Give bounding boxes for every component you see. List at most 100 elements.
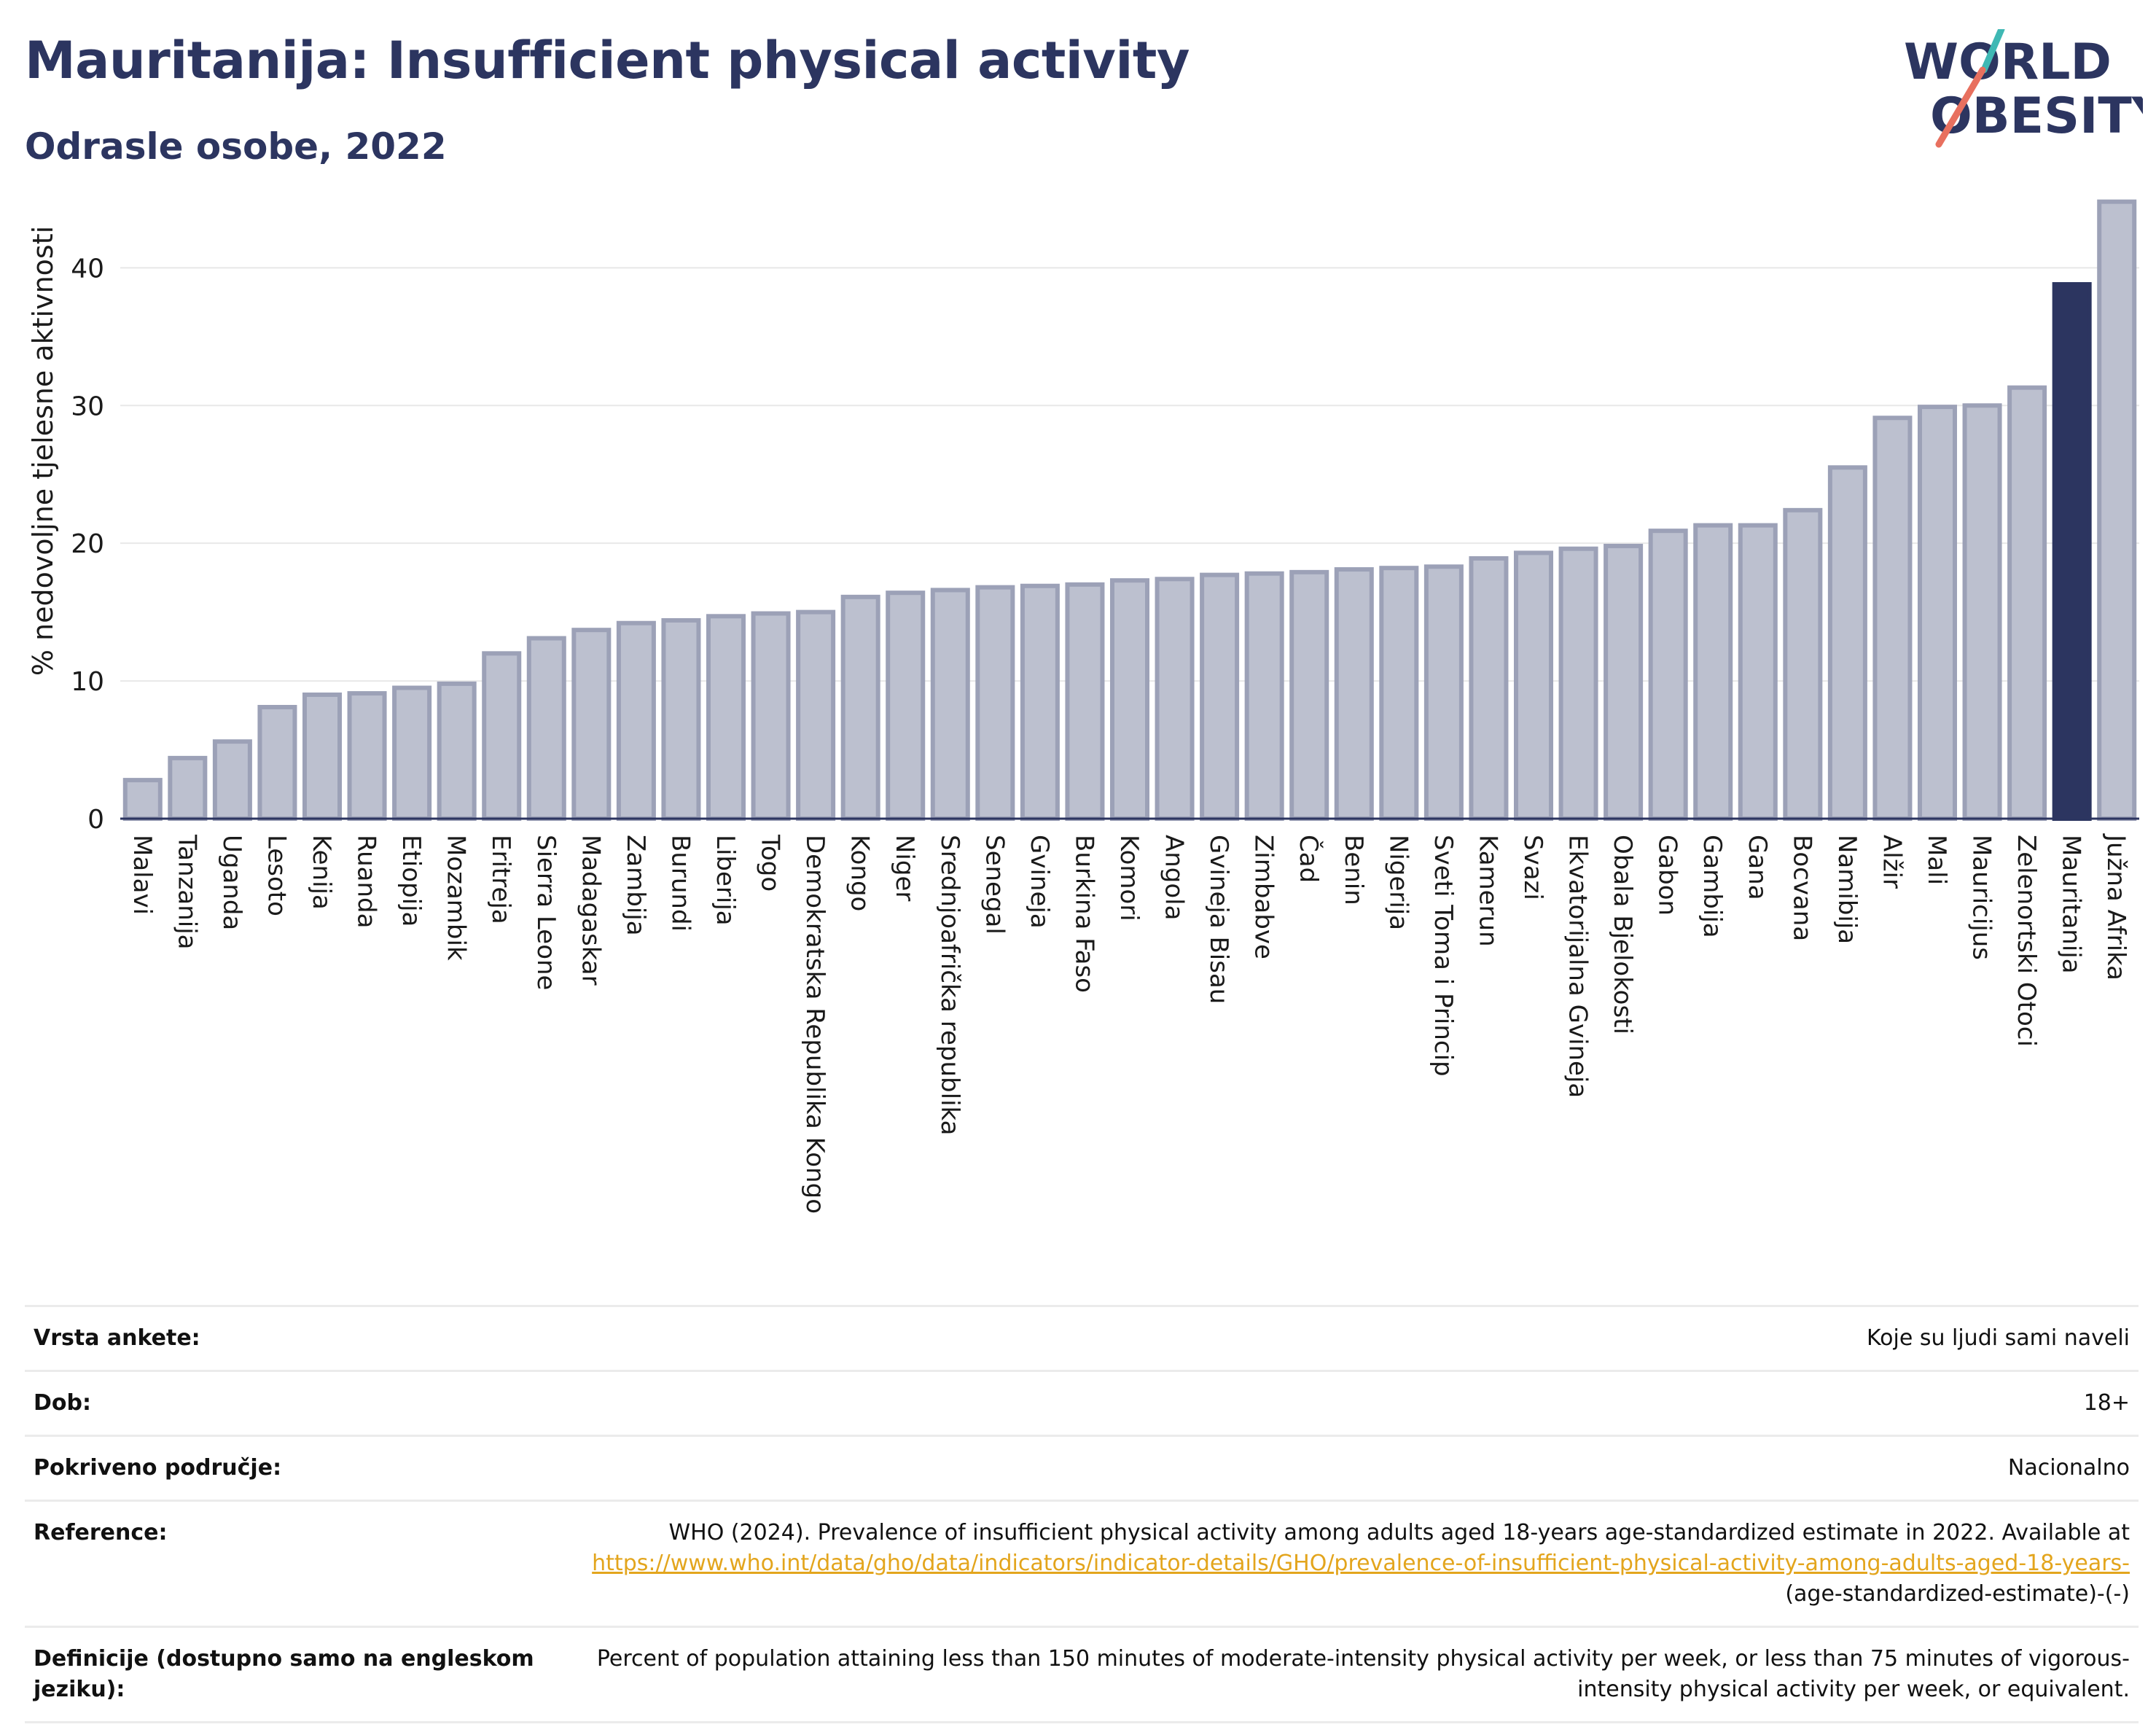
x-tick-label: Ruanda xyxy=(352,835,381,928)
x-tick-label: Kenija xyxy=(307,835,336,910)
row-survey-type: Vrsta ankete: Koje su ljudi sami naveli xyxy=(25,1305,2139,1371)
bar-zambija xyxy=(616,620,656,821)
x-tick-label: Lesoto xyxy=(262,835,291,916)
bar-togo xyxy=(751,611,791,822)
definition-label: Definicije (dostupno samo na engleskom j… xyxy=(25,1626,550,1723)
survey-type-label: Vrsta ankete: xyxy=(25,1305,550,1371)
y-tick-label: 40 xyxy=(71,254,104,284)
x-tick-label: Burkina Faso xyxy=(1069,835,1098,993)
bar-malavi xyxy=(122,778,163,822)
x-tick-label: Namibija xyxy=(1832,835,1862,944)
x-tick-label: Obala Bjelokosti xyxy=(1608,835,1637,1034)
reference-label: Reference: xyxy=(25,1500,550,1627)
bar-uganda xyxy=(212,739,252,821)
bar-južna-afrika xyxy=(2097,199,2137,821)
bar-eritreja xyxy=(482,651,522,821)
bar-angola xyxy=(1155,577,1195,822)
row-age: Dob: 18+ xyxy=(25,1370,2139,1436)
x-tick-label: Niger xyxy=(890,835,919,901)
x-tick-label: Mauritanija xyxy=(2057,835,2086,974)
bar-zimbabve xyxy=(1244,571,1284,822)
bar-ekvatorijalna-gvineja xyxy=(1558,546,1598,821)
x-tick-label: Svazi xyxy=(1518,835,1547,900)
age-value: 18+ xyxy=(550,1370,2139,1436)
y-tick-labels: 0 10 20 30 40 xyxy=(71,254,104,835)
x-tick-label: Mauricijus xyxy=(1967,835,1996,960)
row-coverage: Pokriveno područje: Nacionalno xyxy=(25,1435,2139,1501)
coverage-label: Pokriveno područje: xyxy=(25,1435,550,1501)
page-subtitle: Odrasle osobe, 2022 xyxy=(25,125,447,168)
bar-burundi xyxy=(661,617,701,821)
logo-slash-teal xyxy=(1980,29,2005,74)
logo-line-1: WORLD xyxy=(1904,34,2112,91)
bar-tanzanija xyxy=(168,755,208,822)
x-tick-label: Etiopija xyxy=(397,835,426,927)
bar-benin xyxy=(1334,567,1374,821)
y-axis-label: % nedovoljne tjelesne aktivnosti xyxy=(27,226,59,676)
x-tick-label: Komori xyxy=(1114,835,1144,921)
reference-suffix: (age-standardized-estimate)-(-) xyxy=(1785,1581,2130,1607)
bars xyxy=(122,199,2137,822)
y-tick-label: 30 xyxy=(71,391,104,421)
bar-chart: 0 10 20 30 40 Malavi Tanzanija Uganda Lesoto Ken… xyxy=(27,199,2139,1214)
bar-nigerija xyxy=(1379,566,1419,822)
bar-mauricijus xyxy=(1962,403,2002,821)
reference-link[interactable]: https://www.who.int/data/gho/data/indica… xyxy=(592,1551,2130,1576)
x-tick-label: Madagaskar xyxy=(576,835,605,986)
y-tick-label: 10 xyxy=(71,667,104,697)
x-tick-label: Zimbabve xyxy=(1249,835,1278,959)
x-tick-label: Eritreja xyxy=(486,835,515,924)
bar-svazi xyxy=(1513,550,1554,821)
bar-mali xyxy=(1917,405,1958,821)
x-tick-label: Ekvatorijalna Gvineja xyxy=(1563,835,1593,1098)
x-tick-label: Gana xyxy=(1743,835,1772,900)
bar-sveti-toma-i-princip xyxy=(1423,564,1464,821)
bar-mauritanija xyxy=(2052,282,2092,821)
definition-value: Percent of population attaining less tha… xyxy=(550,1626,2139,1723)
x-tick-label: Zelenortski Otoci xyxy=(2012,835,2041,1047)
bar-madagaskar xyxy=(571,628,612,822)
logo-slash-coral xyxy=(1935,66,1986,148)
y-tick-label: 20 xyxy=(71,529,104,559)
bar-komori xyxy=(1109,578,1150,821)
x-tick-label: Tanzanija xyxy=(172,834,201,949)
bar-kenija xyxy=(302,692,343,822)
x-tick-label: Bocvana xyxy=(1787,835,1816,941)
x-tick-label: Burundi xyxy=(665,835,695,932)
bar-kongo xyxy=(840,594,880,821)
x-tick-label: Uganda xyxy=(217,835,246,930)
world-obesity-logo: WORLD OBESITY xyxy=(1904,29,2143,148)
x-tick-label: Gabon xyxy=(1653,835,1682,916)
bar-srednjoafrička-republika xyxy=(930,588,970,821)
bar-niger xyxy=(886,590,926,821)
x-tick-label: Sierra Leone xyxy=(531,835,561,990)
reference-text: WHO (2024). Prevalence of insufficient p… xyxy=(668,1520,2130,1545)
bar-kamerun xyxy=(1469,555,1509,821)
x-tick-label: Zambija xyxy=(621,835,650,936)
x-tick-label: Alžir xyxy=(1877,835,1906,889)
bar-ruanda xyxy=(347,691,387,821)
x-tick-label: Malavi xyxy=(128,835,157,915)
bar-gabon xyxy=(1648,529,1688,821)
x-tick-label: Čad xyxy=(1294,835,1324,883)
reference-value: WHO (2024). Prevalence of insufficient p… xyxy=(550,1500,2139,1627)
x-tick-label: Angola xyxy=(1160,835,1189,920)
info-table: Vrsta ankete: Koje su ljudi sami naveli … xyxy=(25,1305,2139,1723)
age-label: Dob: xyxy=(25,1370,550,1436)
bar-alžir xyxy=(1872,416,1913,821)
bar-demokratska-republika-kongo xyxy=(796,609,836,821)
x-tick-label: Liberija xyxy=(711,835,740,926)
bar-bocvana xyxy=(1783,507,1823,821)
page-title: Mauritanija: Insufficient physical activ… xyxy=(25,31,1190,90)
bar-gvineja-bisau xyxy=(1200,572,1240,821)
x-tick-label: Nigerija xyxy=(1383,835,1413,930)
x-tick-label: Kongo xyxy=(845,835,875,911)
survey-type-value: Koje su ljudi sami naveli xyxy=(550,1305,2139,1371)
x-tick-label: Benin xyxy=(1339,835,1368,905)
x-tick-label: Sveti Toma i Princip xyxy=(1429,835,1458,1077)
bar-burkina-faso xyxy=(1065,582,1105,821)
bar-mozambik xyxy=(437,681,477,822)
bar-namibija xyxy=(1827,465,1867,821)
bar-senegal xyxy=(975,585,1015,821)
coverage-value: Nacionalno xyxy=(550,1435,2139,1501)
